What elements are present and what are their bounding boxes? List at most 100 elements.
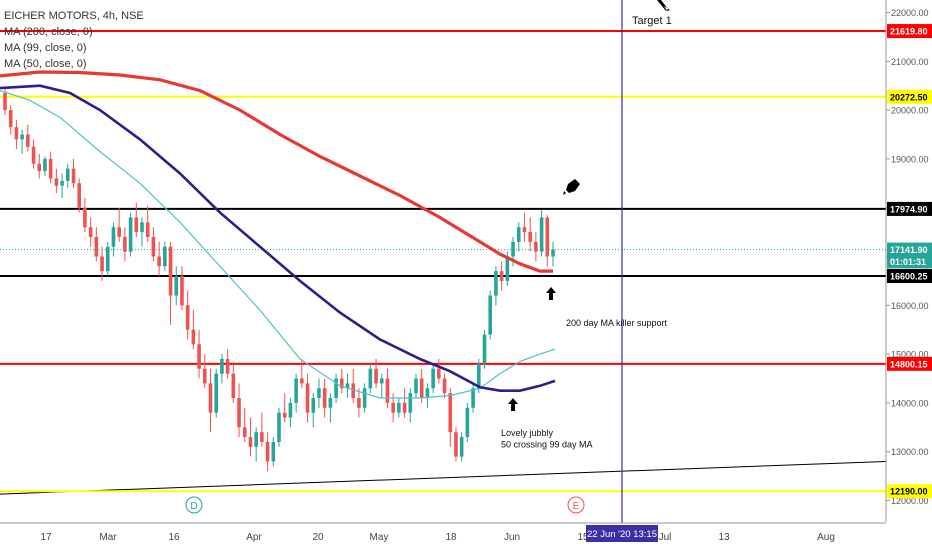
candle-body — [20, 134, 24, 140]
candle-body — [511, 241, 515, 257]
candle-body — [397, 402, 401, 413]
candle-body — [220, 358, 224, 374]
annotation-lovely-jubbly: Lovely jubbly — [501, 428, 554, 438]
price-label-box-6 — [887, 356, 932, 371]
candle-body — [419, 378, 424, 399]
candle-body — [334, 378, 338, 399]
candle-body — [499, 271, 504, 281]
candle-body — [488, 295, 493, 335]
price-label-6: 14800.15 — [890, 359, 928, 369]
candle-body — [368, 368, 373, 389]
candle-body — [311, 398, 316, 413]
event-marker-e — [567, 496, 585, 514]
candle-body — [231, 373, 236, 399]
candle-body — [534, 241, 538, 252]
price-label-3: 17141.90 — [890, 245, 928, 255]
candle-body — [271, 441, 276, 462]
price-label-box-0 — [887, 24, 932, 39]
candle-body — [294, 378, 298, 403]
candle-body — [282, 412, 287, 418]
x-tick-label: Aug — [817, 532, 835, 543]
candle-body — [128, 217, 133, 252]
candle-body — [448, 393, 453, 433]
x-tick-label: Jul — [659, 532, 672, 543]
y-tick-label: 12000.00 — [891, 496, 929, 506]
candle-body — [71, 168, 76, 184]
candle-body — [37, 163, 42, 172]
symbol-title[interactable]: EICHER MOTORS, 4h, NSE — [4, 10, 144, 22]
x-tick-label: 20 — [312, 532, 324, 543]
candle-body — [305, 383, 310, 413]
candle-body — [3, 93, 7, 111]
candle-body — [208, 383, 213, 413]
candle-body — [94, 236, 99, 257]
candle-body — [105, 246, 110, 272]
x-tick-label: 13 — [718, 532, 730, 543]
candle-body — [505, 256, 510, 281]
indicator-ma50-label[interactable]: MA (50, close, 0) — [4, 58, 87, 70]
price-label-2: 17974.90 — [890, 204, 928, 214]
axis-corner — [887, 524, 932, 550]
candle-body — [300, 378, 304, 384]
candle-body — [339, 378, 344, 389]
candle-body — [528, 232, 532, 242]
candle-body — [545, 217, 550, 257]
candle-body — [385, 378, 390, 403]
candle-body — [202, 368, 207, 384]
price-label-box-7 — [887, 484, 932, 499]
y-tick-label: 16000.00 — [891, 301, 929, 311]
price-label-4: 01:01:31 — [890, 257, 926, 267]
annotation-50-crossing-99: 50 crossing 99 day MA — [501, 439, 593, 449]
event-marker-label-d: D — [190, 501, 197, 512]
time-axis-area — [0, 523, 932, 550]
indicator-ma99-label[interactable]: MA (99, close, 0) — [4, 42, 87, 54]
indicator-ma200-label[interactable]: MA (200, close, 0) — [4, 26, 93, 38]
price-label-box-4 — [887, 254, 932, 269]
candle-body — [60, 180, 64, 186]
candle-body — [391, 402, 395, 413]
candle-body — [14, 127, 19, 140]
target-arrow-icon — [657, 0, 670, 11]
candle-body — [265, 441, 270, 462]
candle-body — [117, 227, 121, 237]
price-label-box-2 — [887, 201, 932, 216]
price-label-0: 21619.80 — [890, 27, 928, 37]
candle-body — [482, 334, 487, 364]
candle-body — [151, 236, 156, 257]
candle-body — [225, 358, 230, 374]
vertical-date-tag — [586, 525, 658, 542]
candle-body — [100, 256, 104, 272]
candle-body — [442, 378, 447, 394]
candle-body — [157, 256, 161, 267]
annotation-200-day-support: 200 day MA killer support — [566, 318, 668, 328]
y-tick-label: 19000.00 — [891, 154, 929, 164]
y-tick-label: 15000.00 — [891, 350, 929, 360]
candle-body — [459, 437, 464, 457]
y-tick-label: 22000.00 — [891, 8, 929, 18]
candle-body — [237, 398, 241, 428]
y-tick-label: 20000.00 — [891, 106, 929, 116]
candle-body — [351, 383, 356, 399]
candle-body — [48, 158, 53, 179]
candle-body — [242, 427, 247, 438]
x-tick-label: 15 — [577, 532, 589, 543]
x-tick-label: Jun — [504, 532, 520, 543]
candle-body — [54, 178, 59, 186]
candle-body — [437, 368, 441, 379]
candles-group — [3, 88, 555, 472]
ma200-line — [0, 70, 553, 273]
price-label-5: 16600.25 — [890, 272, 928, 282]
candle-body — [88, 227, 93, 237]
candle-body — [551, 249, 555, 257]
candle-body — [431, 368, 435, 389]
candle-body — [454, 432, 458, 457]
candle-body — [123, 236, 127, 252]
candle-body — [43, 158, 47, 172]
candle-body — [180, 276, 184, 306]
candle-body — [357, 398, 361, 408]
candle-body — [197, 344, 201, 369]
price-label-box-1 — [887, 89, 932, 104]
candle-body — [134, 217, 139, 233]
